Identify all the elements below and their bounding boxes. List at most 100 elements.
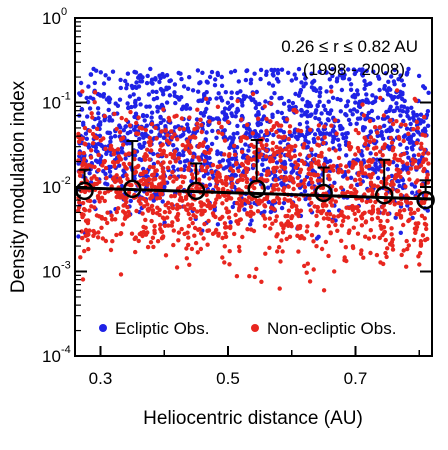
- data-point: [155, 239, 161, 244]
- data-point: [338, 109, 343, 114]
- data-point: [82, 157, 87, 162]
- data-point: [381, 261, 386, 267]
- data-point: [241, 96, 247, 102]
- data-point: [387, 128, 392, 134]
- data-point: [160, 199, 165, 204]
- data-point: [289, 215, 294, 221]
- data-point: [268, 119, 273, 124]
- data-point: [404, 264, 409, 269]
- data-point: [245, 155, 250, 160]
- data-point: [214, 96, 219, 101]
- data-point: [333, 187, 338, 193]
- data-point: [371, 69, 376, 74]
- data-point: [87, 128, 93, 133]
- data-point: [376, 210, 381, 215]
- data-point: [82, 141, 87, 146]
- data-point: [278, 140, 283, 145]
- data-point: [85, 238, 91, 243]
- data-point: [258, 67, 264, 73]
- data-point: [115, 147, 121, 152]
- data-point: [345, 99, 351, 104]
- data-point: [426, 161, 431, 166]
- data-point: [86, 142, 91, 147]
- data-point: [231, 131, 236, 137]
- data-point: [405, 164, 410, 170]
- data-point: [207, 182, 213, 187]
- data-point: [336, 170, 341, 175]
- data-point: [207, 176, 212, 181]
- data-point: [329, 123, 334, 128]
- data-point: [200, 70, 205, 76]
- data-point: [320, 202, 326, 207]
- data-point: [365, 146, 370, 151]
- data-point: [317, 130, 323, 135]
- data-point: [101, 81, 107, 86]
- data-point: [270, 83, 276, 88]
- data-point: [291, 186, 296, 192]
- data-point: [295, 175, 300, 180]
- data-point: [255, 116, 261, 121]
- data-point: [397, 183, 402, 189]
- data-point: [287, 107, 292, 112]
- data-point: [192, 233, 197, 238]
- data-point: [145, 73, 150, 79]
- data-point: [252, 71, 257, 76]
- data-point: [390, 121, 396, 127]
- data-point: [233, 212, 238, 218]
- data-point: [272, 91, 277, 96]
- x-axis-ticks: 0.3 0.5 0.7: [89, 346, 420, 388]
- data-point: [418, 118, 424, 124]
- data-point: [354, 109, 360, 114]
- data-point: [142, 140, 147, 146]
- data-point: [413, 230, 418, 235]
- data-point: [361, 128, 366, 133]
- data-point: [102, 160, 107, 165]
- data-point: [301, 236, 307, 241]
- data-point: [155, 109, 160, 114]
- data-point: [91, 124, 96, 130]
- data-point: [275, 249, 280, 254]
- data-point: [205, 228, 210, 233]
- data-point: [176, 151, 182, 156]
- data-point: [78, 80, 84, 86]
- data-point: [311, 136, 316, 142]
- data-point: [136, 198, 142, 204]
- data-point: [375, 175, 381, 181]
- data-point: [90, 115, 95, 120]
- data-point: [343, 245, 348, 250]
- data-point: [134, 131, 139, 136]
- data-point: [404, 126, 410, 131]
- legend-ecliptic-label: Ecliptic Obs.: [115, 319, 209, 338]
- data-point: [229, 176, 235, 181]
- data-point: [264, 138, 270, 143]
- data-point: [108, 143, 114, 148]
- data-point: [401, 118, 406, 124]
- data-point: [222, 260, 227, 265]
- data-point: [161, 92, 166, 97]
- data-point: [356, 208, 361, 214]
- data-point: [177, 191, 182, 196]
- data-point: [368, 198, 373, 204]
- data-point: [330, 73, 335, 79]
- data-point: [325, 216, 330, 221]
- data-point: [196, 144, 201, 149]
- data-point: [319, 178, 324, 183]
- data-point: [282, 166, 287, 171]
- data-point: [264, 69, 269, 74]
- data-point: [314, 236, 320, 241]
- data-point: [245, 122, 250, 128]
- data-point: [383, 250, 388, 256]
- data-point: [256, 110, 261, 115]
- data-point: [281, 188, 286, 193]
- data-point: [280, 148, 285, 153]
- data-point: [80, 235, 85, 241]
- data-point: [223, 231, 228, 236]
- data-point: [337, 147, 342, 152]
- data-point: [139, 79, 145, 84]
- data-point: [154, 168, 159, 173]
- data-point: [309, 71, 314, 76]
- data-point: [291, 202, 296, 207]
- data-point: [353, 152, 358, 157]
- data-point: [252, 185, 257, 191]
- data-point: [195, 209, 200, 214]
